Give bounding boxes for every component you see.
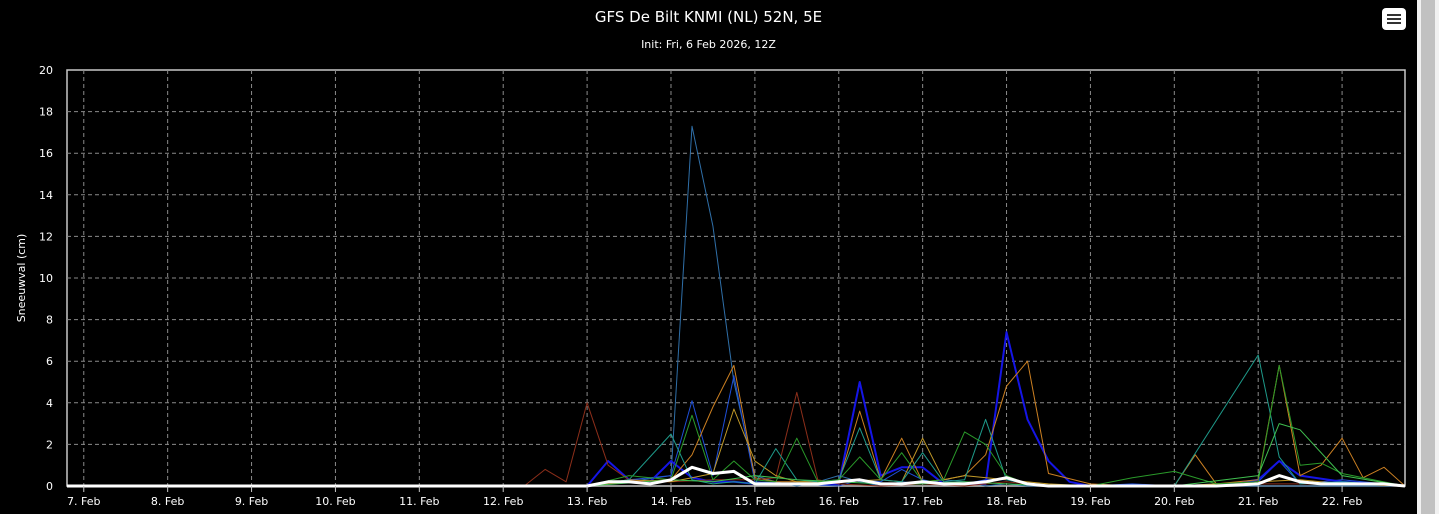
series-line-9[interactable] <box>67 423 1406 487</box>
x-tick-label: 21. Feb <box>1238 495 1278 508</box>
hamburger-menu-icon[interactable] <box>1382 8 1406 30</box>
y-axis-label: Sneeuwval (cm) <box>15 234 28 323</box>
y-tick-label: 2 <box>46 438 53 451</box>
series-line-1[interactable] <box>67 125 1405 487</box>
y-tick-label: 10 <box>39 272 53 285</box>
chart-title: GFS De Bilt KNMI (NL) 52N, 5E <box>594 8 823 26</box>
scrollbar-thumb[interactable] <box>1421 0 1435 514</box>
x-tick-label: 20. Feb <box>1154 495 1194 508</box>
x-tick-label: 11. Feb <box>399 495 439 508</box>
chart-subtitle: Init: Fri, 6 Feb 2026, 12Z <box>641 38 776 51</box>
y-tick-label: 0 <box>46 480 53 493</box>
x-tick-label: 13. Feb <box>567 495 607 508</box>
y-tick-label: 20 <box>39 64 53 77</box>
y-tick-label: 18 <box>39 106 53 119</box>
series-line-6[interactable] <box>67 408 1406 487</box>
y-tick-label: 14 <box>39 189 53 202</box>
y-tick-label: 12 <box>39 230 53 243</box>
series-line-4[interactable] <box>67 360 1406 487</box>
x-tick-label: 7. Feb <box>67 495 100 508</box>
x-tick-label: 15. Feb <box>735 495 775 508</box>
x-tick-label: 12. Feb <box>483 495 523 508</box>
x-tick-label: 17. Feb <box>902 495 942 508</box>
x-tick-label: 19. Feb <box>1070 495 1110 508</box>
y-tick-label: 16 <box>39 147 53 160</box>
x-tick-label: 18. Feb <box>986 495 1026 508</box>
x-tick-label: 14. Feb <box>651 495 691 508</box>
x-tick-label: 8. Feb <box>151 495 184 508</box>
series-line-10[interactable] <box>67 465 1406 488</box>
y-tick-label: 8 <box>46 314 53 327</box>
x-tick-label: 9. Feb <box>235 495 268 508</box>
y-tick-label: 6 <box>46 355 53 368</box>
x-tick-label: 22. Feb <box>1322 495 1362 508</box>
y-tick-label: 4 <box>46 397 53 410</box>
series-line-7[interactable] <box>67 354 1406 487</box>
x-tick-label: 10. Feb <box>315 495 355 508</box>
x-tick-label: 16. Feb <box>819 495 859 508</box>
